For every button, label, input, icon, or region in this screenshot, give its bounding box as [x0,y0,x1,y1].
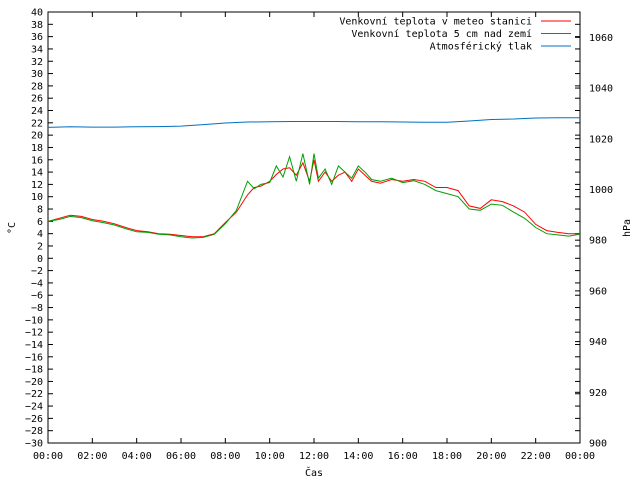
y-axis-label: °C [7,222,18,234]
y2-tick-label: 940 [589,337,607,348]
y-tick-label: 8 [37,205,43,216]
legend-entry-label: Venkovní teplota 5 cm nad zemí [351,28,532,40]
y-tick-label: 38 [31,20,43,31]
y-tick-label: 12 [31,180,43,191]
y-tick-label: 28 [31,81,43,92]
series-lines [47,117,581,239]
y-tick-label: 26 [31,94,43,105]
series-line-1 [47,159,580,238]
y-tick-label: 40 [31,8,43,19]
x-tick-label: 20:00 [476,451,506,462]
y-tick-label: −12 [25,328,43,339]
y-tick-label: −4 [31,278,43,289]
x-tick-label: 00:00 [565,451,595,462]
y-tick-label: 32 [31,57,43,68]
y2-tick-label: 1000 [589,185,613,196]
y2-tick-label: 980 [589,236,607,247]
y-tick-label: −16 [25,352,43,363]
x-tick-label: 22:00 [521,451,551,462]
y-tick-label: 34 [31,44,43,55]
y-tick-label: 18 [31,143,43,154]
y-tick-label: 16 [31,155,43,166]
y-tick-label: 30 [31,69,43,80]
x-tick-label: 02:00 [77,451,107,462]
legend-entry-label: Atmosférický tlak [430,41,532,53]
y-tick-label: 24 [31,106,43,117]
legend-entry-label: Venkovní teplota v meteo stanici [339,16,532,28]
y-tick-label: 36 [31,32,43,43]
y2-tick-label: 960 [589,286,607,297]
x-axis-label: Čas [305,466,323,479]
y-tick-label: −2 [31,266,43,277]
y-tick-label: −6 [31,291,43,302]
y2-axis-ticks: 900 920 940 960 980 1000 1020 1040 1060 [575,33,613,450]
x-tick-label: 04:00 [122,451,152,462]
legend: Venkovní teplota v meteo staniciVenkovní… [339,16,571,53]
y-tick-label: −26 [25,414,43,425]
y-tick-label: 22 [31,118,43,129]
y-tick-label: 20 [31,131,43,142]
y-tick-label: −8 [31,303,43,314]
y-tick-label: 6 [37,217,43,228]
y2-tick-label: 1020 [589,134,613,145]
y-tick-label: −10 [25,315,43,326]
y-tick-label: 10 [31,192,43,203]
y-tick-label: 0 [37,254,43,265]
x-axis-ticks: 00:00 02:00 04:00 06:00 08:00 10:00 12:00 14:00… [33,12,595,462]
x-tick-label: 08:00 [210,451,240,462]
x-tick-label: 16:00 [388,451,418,462]
y-tick-label: 4 [37,229,43,240]
series-line-2 [47,153,581,239]
y-tick-label: −28 [25,426,43,437]
y2-tick-label: 920 [589,388,607,399]
y-axis-ticks: 4038363432302826242220181614121086420−2−… [25,8,580,450]
y-tick-label: −20 [25,377,43,388]
y2-tick-label: 900 [589,439,607,450]
x-tick-label: 06:00 [166,451,196,462]
x-tick-label: 10:00 [255,451,285,462]
y-tick-label: −30 [25,439,43,450]
y-tick-label: −22 [25,389,43,400]
y2-axis-label: hPa [622,219,633,237]
y2-tick-label: 1060 [589,33,613,44]
x-tick-label: 18:00 [432,451,462,462]
y-tick-label: −14 [25,340,43,351]
y-tick-label: 14 [31,168,43,179]
y2-tick-label: 1040 [589,84,613,95]
x-tick-label: 00:00 [33,451,63,462]
x-tick-label: 14:00 [343,451,373,462]
y-tick-label: 2 [37,241,43,252]
x-tick-label: 12:00 [299,451,329,462]
y-tick-label: −24 [25,402,43,413]
y-tick-label: −18 [25,365,43,376]
series-line-3 [47,117,580,128]
